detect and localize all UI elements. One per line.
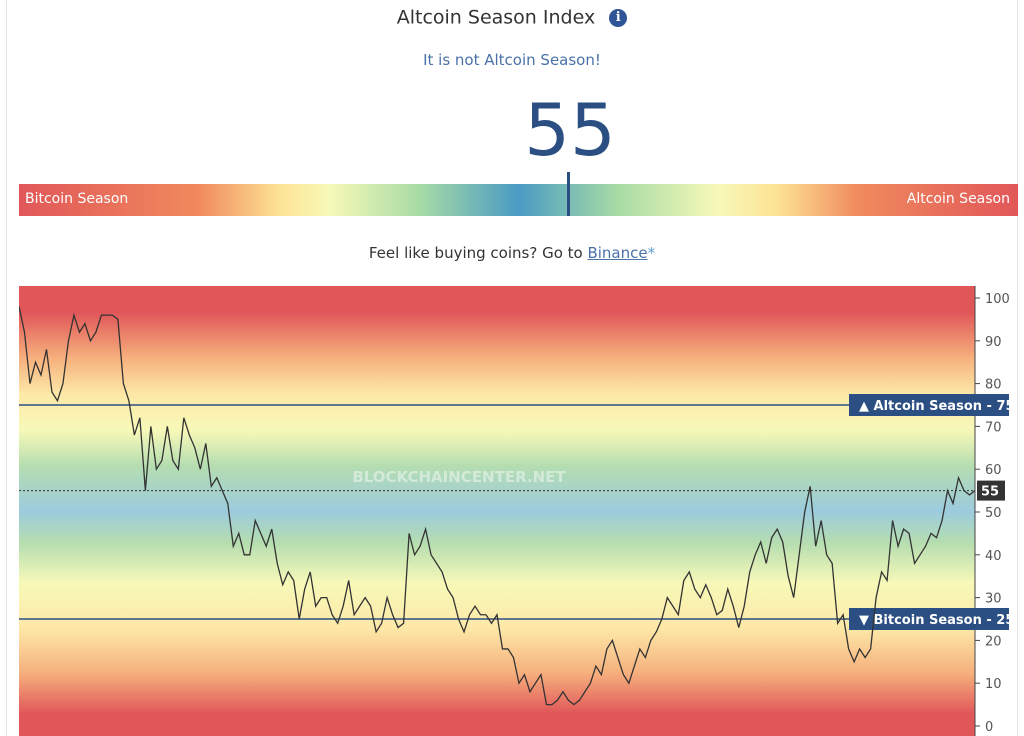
reference-tag [849,394,1009,416]
info-icon[interactable]: i [609,8,628,27]
promo-asterisk: * [647,244,656,262]
y-tick-label: 80 [985,378,1002,393]
season-index-chart: 0 10 20 30 40 50 60 70 80 90 100 BLOCKCHAINCENTER.… [19,286,1015,736]
reference-tag-label: ▲ Altcoin Season - 75 [859,399,1015,414]
y-tick-label: 60 [985,463,1002,478]
y-tick-label: 50 [985,506,1002,521]
gauge-marker [566,172,570,216]
gauge-left-label: Bitcoin Season [25,191,129,207]
reference-tag-label: ▼ Bitcoin Season - 25 [859,613,1014,628]
y-tick-label: 0 [985,720,993,735]
gauge-right-label: Altcoin Season [906,191,1010,207]
promo-line: Feel like buying coins? Go to Binance* [0,244,1024,262]
y-tick-label: 10 [985,677,1002,692]
y-tick-label: 100 [985,292,1010,307]
index-value: 55 [524,88,616,172]
current-value-box [977,480,1005,501]
chart-background [19,286,975,736]
title-row: Altcoin Season Index i [0,6,1024,29]
y-axis-ticks: 0 10 20 30 40 50 60 70 80 90 100 [975,292,1010,735]
y-tick-label: 20 [985,634,1002,649]
season-status: It is not Altcoin Season! [423,51,601,69]
page-title: Altcoin Season Index [396,6,596,29]
y-tick-label: 30 [985,592,1002,607]
season-gauge: Bitcoin Season Altcoin Season [19,172,1018,216]
watermark: BLOCKCHAINCENTER.NET [352,468,566,486]
reference-lines: ▲ Altcoin Season - 75 ▼ Bitcoin Season - … [19,394,1015,630]
y-tick-label: 40 [985,549,1002,564]
right-border [1017,0,1018,736]
promo-prefix: Feel like buying coins? Go to [368,244,588,262]
index-series-line [19,306,976,706]
y-tick-label: 70 [985,420,1002,435]
left-border [6,0,7,736]
reference-tag [849,608,1009,630]
current-value-label: 55 [981,485,999,500]
y-tick-label: 90 [985,335,1002,350]
current-value-tag: 55 [977,480,1005,501]
binance-link[interactable]: Binance [587,244,648,262]
